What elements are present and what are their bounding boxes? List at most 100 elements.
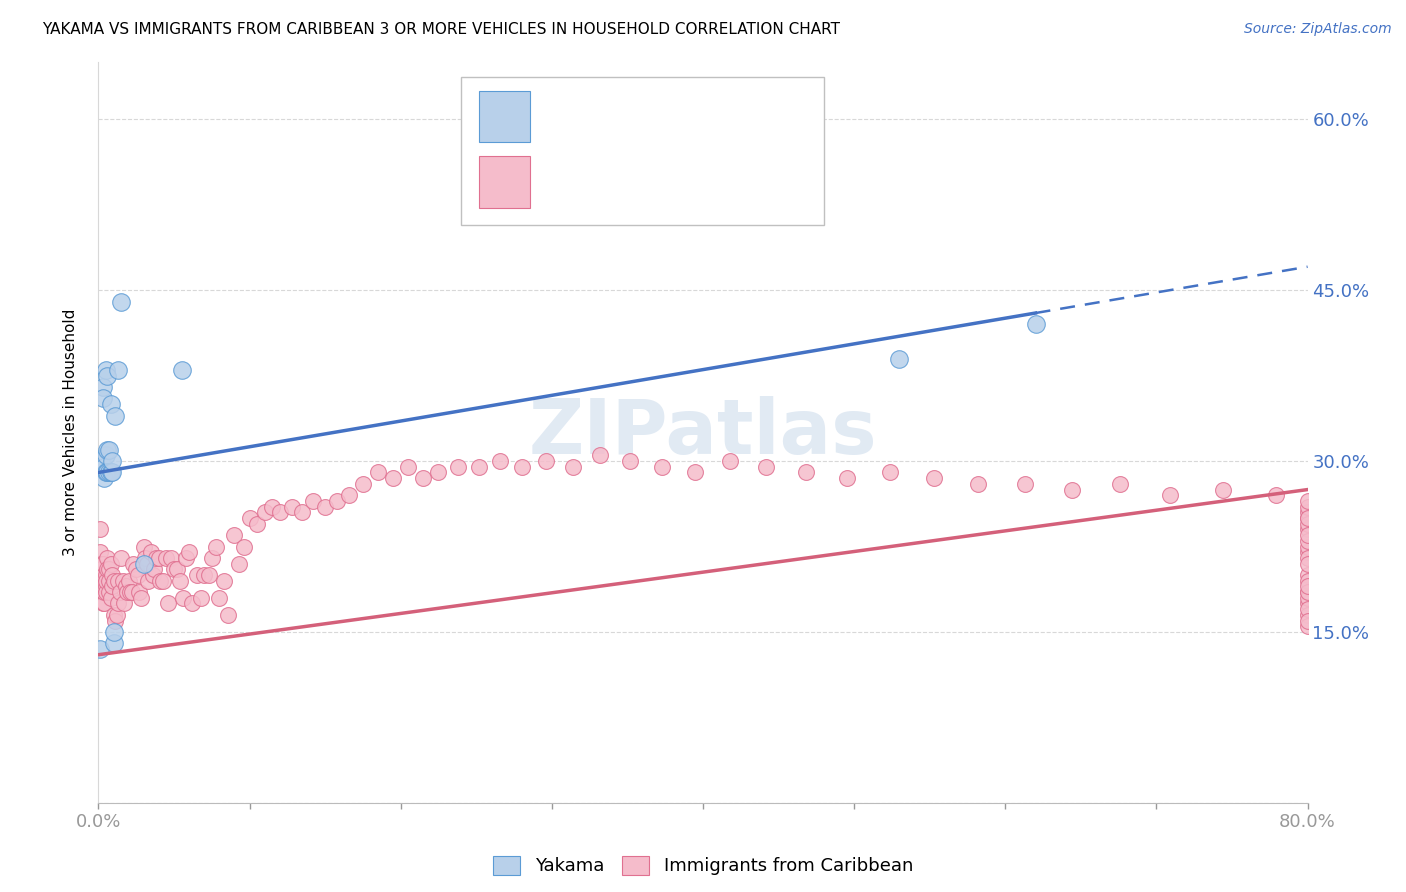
Point (148, 550, 170, 565)
Point (718, 454, 741, 468)
Y-axis label: 3 or more Vehicles in Household: 3 or more Vehicles in Household (63, 309, 77, 557)
Point (134, 550, 156, 565)
Point (103, 636, 125, 650)
Point (239, 511, 262, 525)
Point (96, 466, 118, 480)
Point (755, 459, 778, 474)
Point (89, 523, 111, 537)
Point (101, 454, 124, 468)
Point (396, 459, 419, 474)
Point (93, 471, 115, 485)
Point (835, 471, 858, 485)
Point (794, 466, 817, 480)
Point (163, 562, 186, 576)
Point (90, 585, 112, 599)
Point (651, 459, 673, 474)
Point (1296, 585, 1319, 599)
Point (93, 459, 115, 474)
Point (1296, 585, 1319, 599)
Point (367, 466, 389, 480)
Point (98, 574, 121, 588)
Point (145, 550, 167, 565)
Point (1296, 540, 1319, 554)
Point (1296, 533, 1319, 548)
Point (468, 459, 491, 474)
Point (91, 597, 114, 611)
Point (152, 574, 174, 588)
Point (101, 579, 124, 593)
Point (96, 550, 118, 565)
Point (1296, 602, 1319, 616)
Point (489, 454, 512, 468)
Point (967, 476, 990, 491)
Point (160, 550, 183, 565)
Point (212, 574, 235, 588)
Point (246, 516, 269, 531)
Point (111, 574, 134, 588)
Point (94, 449, 117, 463)
Point (132, 557, 155, 571)
Point (94, 579, 117, 593)
Point (1296, 568, 1319, 582)
Point (208, 591, 231, 605)
Point (141, 545, 163, 559)
Point (94, 363, 117, 377)
Point (1014, 476, 1036, 491)
Point (1296, 607, 1319, 622)
Point (155, 550, 177, 565)
Point (115, 585, 138, 599)
Point (1296, 619, 1319, 633)
Point (135, 557, 157, 571)
Point (156, 597, 179, 611)
Point (1024, 318, 1046, 332)
Point (107, 363, 129, 377)
Point (98, 442, 121, 457)
Point (98, 562, 121, 576)
Point (100, 591, 122, 605)
Point (685, 466, 707, 480)
Point (142, 568, 165, 582)
Point (143, 562, 166, 576)
Point (186, 568, 208, 582)
Point (94, 585, 117, 599)
Point (90, 557, 112, 571)
Point (181, 597, 204, 611)
Point (96, 562, 118, 576)
Point (125, 562, 148, 576)
Point (96, 368, 118, 383)
Point (100, 397, 122, 411)
Point (174, 550, 197, 565)
Point (121, 585, 143, 599)
Point (94, 574, 117, 588)
Point (352, 476, 374, 491)
Point (1296, 528, 1319, 542)
Point (90, 574, 112, 588)
Point (1060, 483, 1083, 497)
Point (619, 454, 641, 468)
Point (100, 557, 122, 571)
Point (1296, 511, 1319, 525)
Point (302, 494, 325, 508)
Point (193, 568, 215, 582)
Point (382, 471, 405, 485)
Point (1296, 494, 1319, 508)
Point (103, 624, 125, 639)
Point (1212, 483, 1234, 497)
Point (217, 607, 239, 622)
Point (562, 459, 585, 474)
Point (1296, 500, 1319, 514)
Point (91, 585, 114, 599)
Point (447, 459, 470, 474)
Point (91, 392, 114, 406)
Point (93, 597, 115, 611)
Point (94, 568, 117, 582)
Point (128, 585, 150, 599)
Point (201, 550, 224, 565)
Point (93, 579, 115, 593)
Point (127, 568, 149, 582)
Point (91, 568, 114, 582)
Point (90, 454, 112, 468)
Point (281, 500, 304, 514)
Point (100, 466, 122, 480)
Point (91, 380, 114, 394)
